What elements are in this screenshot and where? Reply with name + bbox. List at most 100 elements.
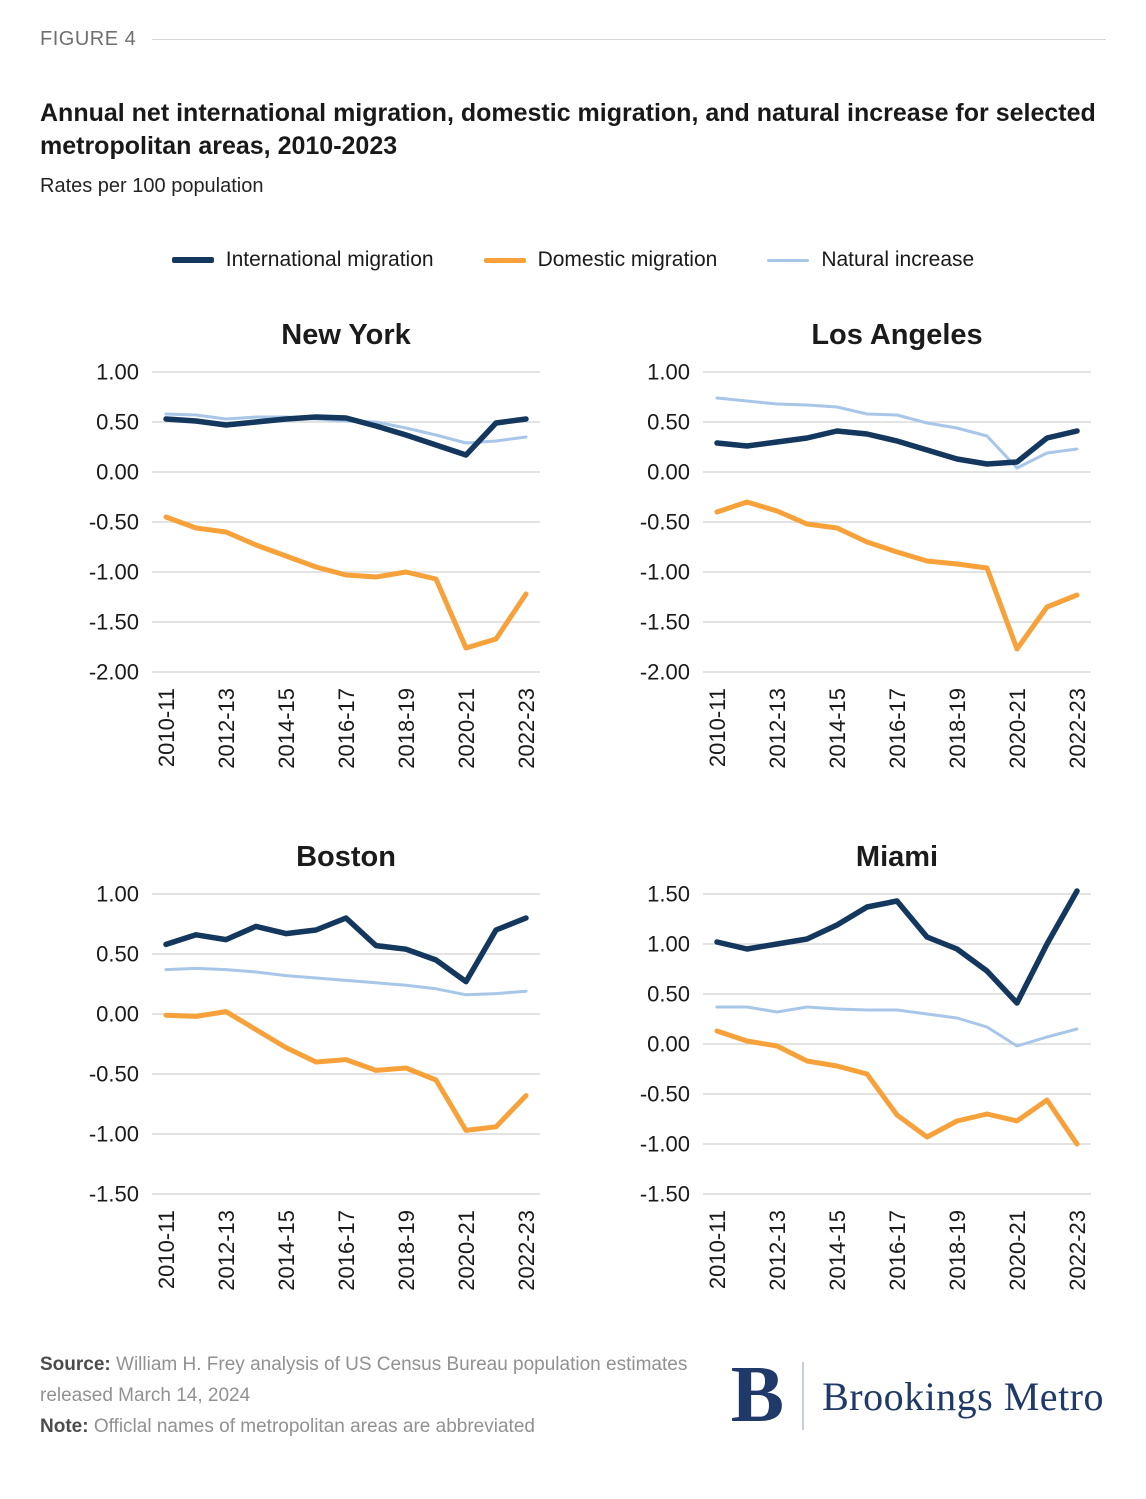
x-tick-label: 2010-11: [154, 1210, 179, 1289]
charts-grid: New York 1.00 0.50 0.00 -0.50 -1.00 -1.50 -2.00…: [40, 302, 1106, 1306]
y-tick-label: -1.50: [640, 610, 690, 635]
y-tick-label: 0.50: [647, 982, 690, 1007]
x-tick-label: 2012-13: [765, 1210, 790, 1291]
chart-miami: Miami 1.50 1.00 0.50 0.00 -0.50 -1.00 -1.50 2010…: [640, 841, 1091, 1291]
source-note: Source: William H. Frey analysis of US C…: [40, 1350, 700, 1442]
legend-label: Domestic migration: [537, 248, 718, 271]
y-tick-label: 1.00: [96, 360, 139, 385]
international-migration-line: [163, 414, 529, 458]
brookings-b-icon: B: [730, 1351, 785, 1440]
x-tick-label: 2014-15: [825, 1210, 850, 1291]
y-tick-label: -1.50: [89, 1182, 139, 1207]
domestic-migration-line: [714, 499, 1080, 652]
chart-new-york: New York 1.00 0.50 0.00 -0.50 -1.00 -1.50 -2.00…: [89, 319, 540, 769]
chart-title: Miami: [856, 841, 938, 873]
natural-migration-line: [715, 396, 1079, 470]
y-tick-label: 0.50: [96, 942, 139, 967]
international-line-swatch-icon: [171, 257, 214, 263]
x-tick-label: 2022-23: [514, 1210, 539, 1291]
domestic-migration-line: [714, 1028, 1080, 1147]
logo-divider: [802, 1362, 805, 1431]
domestic-migration-line: [163, 1009, 529, 1133]
chart-los-angeles: Los Angeles 1.00 0.50 0.00 -0.50 -1.00 -1.50 -2…: [640, 319, 1091, 769]
y-tick-label: -0.50: [89, 1062, 139, 1087]
x-tick-label: 2020-21: [1005, 1210, 1030, 1291]
x-tick-label: 2018-19: [945, 1210, 970, 1291]
legend-item-natural: Natural increase: [767, 248, 974, 272]
x-tick-label: 2018-19: [394, 1210, 419, 1291]
legend-label: Natural increase: [821, 248, 975, 271]
domestic-migration-line: [163, 514, 529, 651]
y-tick-label: -2.00: [89, 660, 139, 685]
y-tick-label: 0.50: [647, 410, 690, 435]
x-tick-label: 2010-11: [705, 688, 730, 767]
x-tick-label: 2012-13: [765, 688, 790, 769]
x-tick-label: 2012-13: [214, 1210, 239, 1291]
y-tick-label: 0.00: [96, 460, 139, 485]
natural-migration-line: [164, 966, 528, 997]
figure-rule: [152, 39, 1106, 40]
x-tick-label: 2016-17: [334, 688, 359, 769]
y-tick-label: -0.50: [640, 1082, 690, 1107]
x-tick-label: 2014-15: [274, 688, 299, 769]
x-tick-label: 2014-15: [274, 1210, 299, 1291]
y-tick-label: 1.50: [647, 882, 690, 907]
chart-title: Los Angeles: [811, 319, 982, 351]
y-tick-label: 1.00: [96, 882, 139, 907]
y-tick-label: -0.50: [89, 510, 139, 535]
international-migration-line: [714, 428, 1080, 467]
x-tick-label: 2018-19: [945, 688, 970, 769]
chart-title: Boston: [296, 841, 396, 873]
x-tick-label: 2012-13: [214, 688, 239, 769]
y-tick-label: 0.00: [96, 1002, 139, 1027]
note-label: Note:: [40, 1415, 89, 1437]
y-tick-label: -2.00: [640, 660, 690, 685]
figure-label: FIGURE 4: [40, 28, 137, 50]
x-tick-label: 2016-17: [334, 1210, 359, 1291]
y-tick-label: 0.50: [96, 410, 139, 435]
x-tick-label: 2020-21: [454, 1210, 479, 1291]
legend-item-domestic: Domestic migration: [483, 248, 718, 272]
subtitle: Rates per 100 population: [40, 175, 264, 197]
y-tick-label: -1.00: [89, 560, 139, 585]
logo-wordmark: Brookings Metro: [822, 1373, 1104, 1419]
source-label: Source:: [40, 1354, 111, 1375]
figure-header: FIGURE 4: [40, 28, 1106, 51]
y-tick-label: 0.00: [647, 460, 690, 485]
chart-boston: Boston 1.00 0.50 0.00 -0.50 -1.00 -1.50 2010-11…: [89, 841, 540, 1291]
legend-item-international: International migration: [171, 248, 434, 272]
x-tick-label: 2014-15: [825, 688, 850, 769]
chart-legend: International migration Domestic migratio…: [40, 248, 1106, 272]
natural-line-swatch-icon: [767, 258, 810, 262]
y-tick-label: 0.00: [647, 1032, 690, 1057]
figure-footer: Source: William H. Frey analysis of US C…: [40, 1350, 1106, 1442]
international-migration-line: [163, 915, 529, 985]
y-tick-label: -1.00: [640, 1132, 690, 1157]
y-tick-label: -1.50: [640, 1182, 690, 1207]
x-tick-label: 2016-17: [885, 1210, 910, 1291]
x-tick-label: 2018-19: [394, 688, 419, 769]
note-text: Officlal names of metropolitan areas are…: [88, 1415, 535, 1437]
y-tick-label: -1.00: [89, 1122, 139, 1147]
y-tick-label: 1.00: [647, 360, 690, 385]
natural-migration-line: [164, 412, 528, 445]
y-tick-label: -1.50: [89, 610, 139, 635]
domestic-line-swatch-icon: [483, 257, 526, 263]
natural-migration-line: [715, 1005, 1079, 1048]
x-tick-label: 2022-23: [514, 688, 539, 769]
x-tick-label: 2010-11: [154, 688, 179, 767]
y-tick-label: 1.00: [647, 932, 690, 957]
brookings-logo: B Brookings Metro: [730, 1351, 1106, 1440]
x-tick-label: 2022-23: [1065, 1210, 1090, 1291]
international-migration-line: [714, 888, 1080, 1006]
x-tick-label: 2020-21: [1005, 688, 1030, 769]
chart-title: New York: [281, 319, 411, 351]
y-tick-label: -0.50: [640, 510, 690, 535]
x-tick-label: 2016-17: [885, 688, 910, 769]
x-tick-label: 2010-11: [705, 1210, 730, 1289]
y-tick-label: -1.00: [640, 560, 690, 585]
source-text: William H. Frey analysis of US Census Bu…: [40, 1354, 688, 1406]
x-tick-label: 2022-23: [1065, 688, 1090, 769]
page-title: Annual net international migration, dome…: [40, 99, 1096, 160]
x-tick-label: 2020-21: [454, 688, 479, 769]
